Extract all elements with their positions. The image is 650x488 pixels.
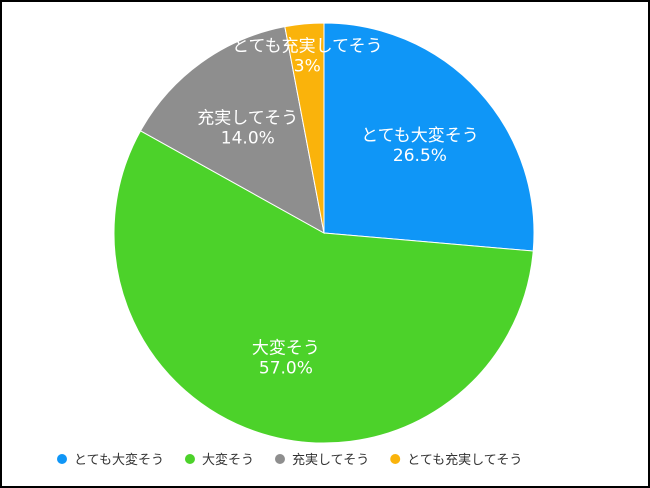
slice-label-4: とても充実してそう xyxy=(232,36,383,56)
slice-value-2: 57.0% xyxy=(259,359,313,379)
slice-4 xyxy=(284,22,325,234)
legend-label-1: とても大変そう xyxy=(74,452,164,468)
slice-label-2: 大変そう xyxy=(252,339,320,359)
legend-label-2: 大変そう xyxy=(202,452,254,468)
legend-marker-3 xyxy=(274,454,285,464)
slice-value-3: 14.0% xyxy=(221,128,275,148)
legend-label-3: 充実してそう xyxy=(292,452,369,468)
legend-marker-1 xyxy=(57,454,67,464)
slice-label-1: とても大変そう xyxy=(361,126,479,146)
legend-marker-4 xyxy=(390,454,401,464)
legend-label-4: とても充実してそう xyxy=(407,452,522,468)
slice-2 xyxy=(113,130,534,444)
slice-value-1: 26.5% xyxy=(393,146,447,166)
legend-marker-2 xyxy=(184,454,195,464)
slice-value-4: 3% xyxy=(294,56,321,76)
slice-1 xyxy=(323,22,535,252)
slice-3 xyxy=(139,26,325,234)
slice-label-3: 充実してそう xyxy=(197,108,298,128)
